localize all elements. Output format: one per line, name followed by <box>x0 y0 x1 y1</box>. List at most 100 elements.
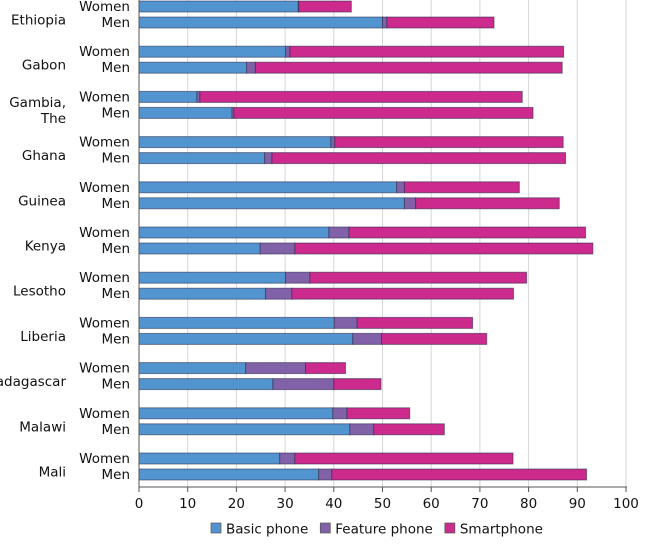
x-tick-label: 30 <box>277 496 294 512</box>
bar-basic-phone <box>139 243 260 254</box>
bar-basic-phone <box>139 198 404 209</box>
subgroup-label: Women <box>79 361 130 377</box>
bar-basic-phone <box>139 107 232 118</box>
bar-feature-phone <box>350 424 374 435</box>
country-label: Kenya <box>25 239 66 255</box>
x-tick-label: 70 <box>471 496 488 512</box>
country-label: Gambia,The <box>9 95 66 127</box>
bar-smartphone <box>334 379 381 390</box>
legend-swatch <box>445 523 455 533</box>
bar-smartphone <box>200 91 522 102</box>
country-label: Gabon <box>22 58 66 74</box>
bar-basic-phone <box>139 379 273 390</box>
category-labels: WomenMenEthiopiaWomenMenGabonWomenMenGam… <box>0 0 130 483</box>
bar-basic-phone <box>139 408 333 419</box>
bar-basic-phone <box>139 288 266 299</box>
subgroup-label: Women <box>79 451 130 467</box>
bar-smartphone <box>299 1 352 12</box>
x-tick-label: 80 <box>520 496 537 512</box>
bar-smartphone <box>290 46 564 57</box>
bar-feature-phone <box>404 198 415 209</box>
bar-basic-phone <box>139 424 350 435</box>
bar-basic-phone <box>139 46 286 57</box>
subgroup-label: Women <box>79 180 130 196</box>
bar-smartphone <box>335 137 563 148</box>
subgroup-label: Men <box>101 331 130 347</box>
bar-feature-phone <box>260 243 295 254</box>
x-tick-label: 90 <box>569 496 586 512</box>
bar-feature-phone <box>353 333 382 344</box>
subgroup-label: Women <box>79 0 130 15</box>
legend-swatch <box>211 523 221 533</box>
bar-feature-phone <box>280 453 295 464</box>
bar-smartphone <box>416 198 560 209</box>
subgroup-label: Women <box>79 270 130 286</box>
subgroup-label: Women <box>79 44 130 60</box>
bar-smartphone <box>349 227 586 238</box>
bar-basic-phone <box>139 272 286 283</box>
bar-basic-phone <box>139 1 298 12</box>
x-tick-label: 40 <box>325 496 342 512</box>
bar-smartphone <box>387 17 494 28</box>
bar-feature-phone <box>273 379 334 390</box>
country-label: Ghana <box>22 148 66 164</box>
bar-smartphone <box>255 62 562 73</box>
bar-basic-phone <box>139 153 265 164</box>
bar-feature-phone <box>319 469 332 480</box>
x-tick-label: 50 <box>374 496 391 512</box>
bar-feature-phone <box>286 46 290 57</box>
country-label: Malawi <box>19 419 66 435</box>
bar-smartphone <box>295 243 593 254</box>
legend-label: Basic phone <box>226 522 308 538</box>
bar-smartphone <box>382 333 487 344</box>
country-label: Mali <box>39 465 66 481</box>
bar-smartphone <box>234 107 533 118</box>
bar-smartphone <box>310 272 527 283</box>
bar-basic-phone <box>139 453 280 464</box>
bar-smartphone <box>306 363 346 374</box>
bar-basic-phone <box>139 317 334 328</box>
subgroup-label: Men <box>101 241 130 257</box>
legend-label: Feature phone <box>335 522 433 538</box>
bar-basic-phone <box>139 333 353 344</box>
bar-basic-phone <box>139 469 319 480</box>
bar-feature-phone <box>383 17 387 28</box>
subgroup-label: Women <box>79 315 130 331</box>
bar-feature-phone <box>247 62 256 73</box>
bar-basic-phone <box>139 17 383 28</box>
bar-basic-phone <box>139 91 197 102</box>
bar-feature-phone <box>265 153 272 164</box>
bar-feature-phone <box>397 182 405 193</box>
country-label: Ethiopia <box>11 13 66 29</box>
x-tick-label: 10 <box>179 496 196 512</box>
bar-basic-phone <box>139 182 397 193</box>
bar-feature-phone <box>329 227 349 238</box>
subgroup-label: Men <box>101 151 130 167</box>
subgroup-label: Men <box>101 377 130 393</box>
subgroup-label: Men <box>101 467 130 483</box>
bar-feature-phone <box>266 288 292 299</box>
subgroup-label: Men <box>101 105 130 121</box>
x-tick-label: 20 <box>228 496 245 512</box>
subgroup-label: Men <box>101 422 130 438</box>
bar-smartphone <box>272 153 566 164</box>
legend-swatch <box>320 523 330 533</box>
bar-smartphone <box>404 182 519 193</box>
bar-smartphone <box>357 317 472 328</box>
country-label: Liberia <box>20 329 66 345</box>
subgroup-label: Women <box>79 225 130 241</box>
subgroup-label: Women <box>79 89 130 105</box>
bar-smartphone <box>374 424 445 435</box>
bar-smartphone <box>295 453 513 464</box>
bar-basic-phone <box>139 137 331 148</box>
bar-feature-phone <box>246 363 306 374</box>
bar-smartphone <box>332 469 587 480</box>
bar-feature-phone <box>286 272 310 283</box>
x-tick-label: 0 <box>135 496 144 512</box>
subgroup-label: Women <box>79 406 130 422</box>
subgroup-label: Men <box>101 15 130 31</box>
x-tick-label: 100 <box>613 496 639 512</box>
subgroup-label: Women <box>79 135 130 151</box>
